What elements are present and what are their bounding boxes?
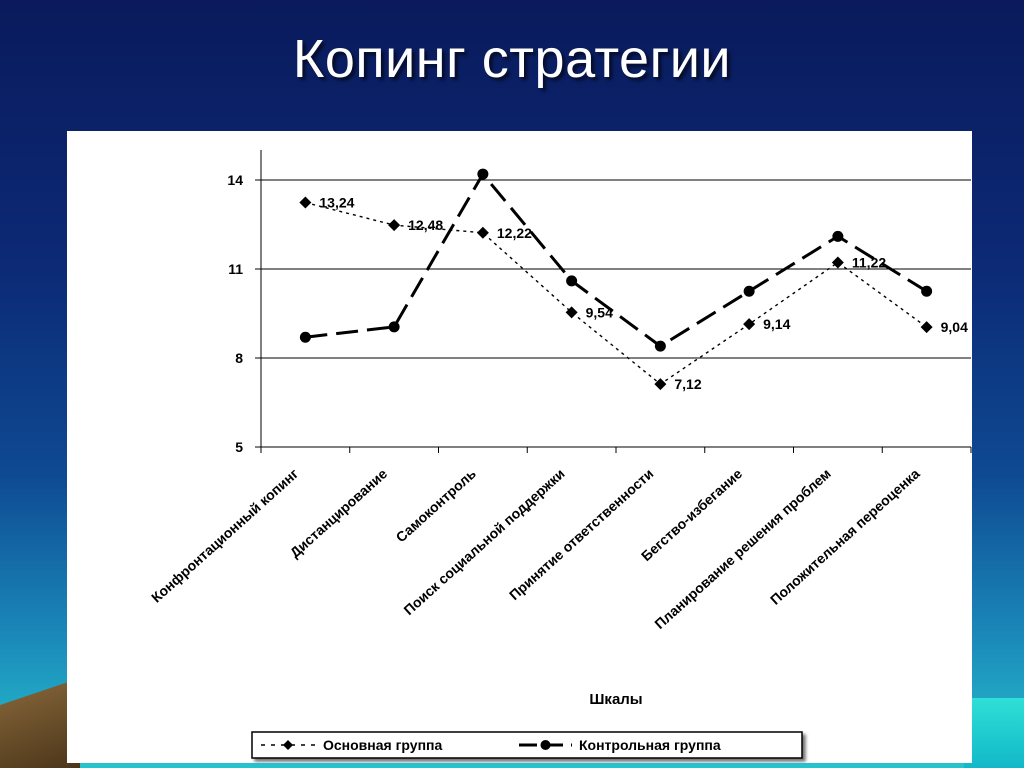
data-labels: 13,24 12,48 12,22 9,54 7,12 9,14 11,22 9,04 [319,195,968,393]
slide-title: Копинг стратегии [292,29,732,89]
data-label: 13,24 [319,195,354,211]
data-label: 9,54 [586,304,613,320]
series-point-diamond [654,378,667,391]
series-point-circle [388,321,400,333]
legend-marker-circle [540,740,551,750]
y-tick-label: 5 [235,439,243,455]
series-point-circle [477,168,489,180]
legend-label: Основная группа [323,737,442,753]
legend-marker-diamond [283,740,293,750]
series-point-diamond [831,256,844,269]
grid-lines [261,179,971,359]
series-line-1 [305,201,928,385]
data-label: 11,22 [852,254,886,270]
series-point-diamond [565,306,578,319]
data-label: 9,14 [763,316,790,332]
x-tick-label: Поиск социальной поддержки [400,465,567,618]
series-point-diamond [299,196,312,209]
y-tick-label: 11 [228,261,243,277]
chart-panel: 5 8 11 14 Конфронтационный копинг Дистанциро… [67,131,972,763]
series-point-diamond [388,219,401,232]
series-point-diamond [743,318,756,331]
series-point-diamond [476,226,489,239]
data-label: 9,04 [941,319,968,335]
series-lines [299,168,933,391]
x-tick-label: Конфронтационный копинг [148,465,301,605]
series-point-circle [299,331,311,343]
y-tick-label: 8 [235,350,243,366]
data-label: 12,22 [497,225,532,241]
legend: Основная группа Контрольная группа [251,731,803,759]
x-tick-label: Положительная переоценка [767,465,923,608]
series-line-2 [305,171,928,348]
data-label: 12,48 [408,217,443,233]
series-point-circle [743,285,755,297]
line-chart: 5 8 11 14 Конфронтационный копингДистанциро… [148,150,972,759]
x-tick-label: Планирование решения проблем [651,465,834,632]
x-tick-label: Самоконтроль [393,465,480,545]
series-point-circle [832,230,844,242]
x-tick-label: Принятие ответственности [506,465,657,603]
axes [255,150,972,453]
x-tick-label: Дистанцирование [287,465,391,561]
series-point-circle [654,340,666,352]
series-point-circle [566,275,578,287]
series-point-circle [921,285,933,297]
background-glow [964,698,1024,768]
legend-label: Контрольная группа [579,737,721,753]
series-point-diamond [920,321,933,334]
y-tick-label: 14 [227,172,243,188]
x-axis-label: Шкалы [589,691,642,708]
y-tick-labels: 5 8 11 14 [227,172,243,455]
data-label: 7,12 [674,376,701,392]
